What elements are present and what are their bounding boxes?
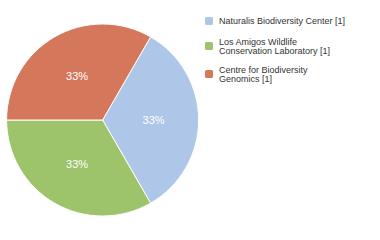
svg-text:33%: 33%	[66, 158, 88, 170]
svg-text:33%: 33%	[66, 70, 88, 82]
svg-text:33%: 33%	[143, 114, 165, 126]
svg-text:Naturalis Biodiversity Center: Naturalis Biodiversity Center [1]	[219, 16, 345, 26]
svg-text:Conservation Laboratory [1]: Conservation Laboratory [1]	[219, 46, 330, 56]
svg-text:Los Amigos Wildlife: Los Amigos Wildlife	[219, 36, 297, 47]
svg-text:Genomics [1]: Genomics [1]	[219, 74, 272, 84]
svg-text:Centre for Biodiversity: Centre for Biodiversity	[219, 64, 308, 75]
